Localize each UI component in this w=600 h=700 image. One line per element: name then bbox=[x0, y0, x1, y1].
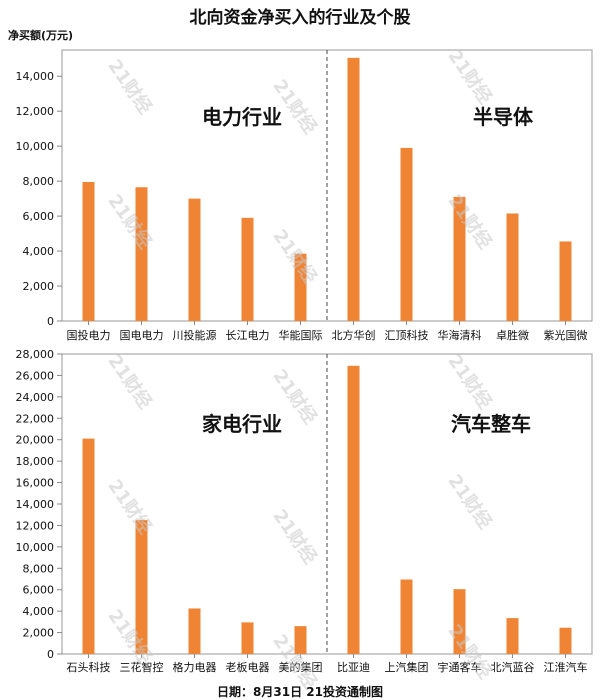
x-category-label: 川投能源 bbox=[173, 328, 217, 342]
watermark-text: 21财经 bbox=[103, 605, 156, 668]
y-tick-label: 4,000 bbox=[23, 245, 55, 258]
y-tick-label: 28,000 bbox=[16, 348, 55, 361]
y-tick-label: 8,000 bbox=[23, 175, 55, 188]
x-category-label: 格力电器 bbox=[173, 660, 217, 674]
x-category-label: 比亚迪 bbox=[337, 661, 370, 674]
chart-panel-1: 0 2,000 4,000 6,000 8,000 10,000 12,000 14,000 国… bbox=[16, 49, 593, 342]
group-label: 汽车整车 bbox=[451, 412, 531, 436]
x-category-label: 国电电力 bbox=[120, 329, 164, 342]
y-unit-label: 净买额(万元) bbox=[8, 29, 74, 42]
y-tick-label: 14,000 bbox=[16, 498, 55, 511]
y-tick-label: 16,000 bbox=[16, 477, 55, 490]
x-category-label: 美的集团 bbox=[279, 660, 323, 674]
bar bbox=[400, 147, 413, 321]
bar bbox=[82, 438, 95, 654]
x-category-label: 石头科技 bbox=[67, 660, 111, 674]
x-category-label: 上汽集团 bbox=[385, 660, 429, 674]
bar bbox=[82, 182, 95, 321]
watermark-text: 21财经 bbox=[443, 190, 496, 253]
chart-footer: 日期：8月31日 21投资通制图 bbox=[217, 685, 383, 699]
bar bbox=[453, 196, 466, 321]
y-tick-label: 10,000 bbox=[16, 140, 55, 153]
bar bbox=[347, 57, 360, 322]
y-tick-label: 24,000 bbox=[16, 391, 55, 404]
x-category-label: 江淮汽车 bbox=[544, 660, 588, 674]
y-tick-label: 10,000 bbox=[16, 541, 55, 554]
y-tick-label: 8,000 bbox=[23, 562, 55, 575]
y-tick-label: 22,000 bbox=[16, 412, 55, 425]
bar bbox=[135, 520, 148, 654]
y-tick-label: 2,000 bbox=[23, 280, 55, 293]
x-category-label: 老板电器 bbox=[226, 660, 270, 674]
group-label: 电力行业 bbox=[202, 105, 282, 129]
chart-title: 北向资金净买入的行业及个股 bbox=[189, 8, 411, 28]
x-category-label: 华能国际 bbox=[279, 328, 323, 342]
watermark-text: 21财经 bbox=[443, 470, 496, 533]
chart-panel-2: 0 2,000 4,000 6,000 8,000 10,000 12,000 14,000 1… bbox=[16, 348, 593, 674]
y-tick-label: 6,000 bbox=[23, 584, 55, 597]
y-tick-label: 20,000 bbox=[16, 434, 55, 447]
x-category-label: 宇通客车 bbox=[438, 660, 482, 674]
bar bbox=[400, 579, 413, 654]
y-tick-label: 12,000 bbox=[16, 519, 55, 532]
bar bbox=[294, 253, 307, 321]
y-tick-label: 26,000 bbox=[16, 369, 55, 382]
watermark-text: 21财经 bbox=[103, 350, 156, 413]
y-tick-label: 2,000 bbox=[23, 627, 55, 640]
bar bbox=[241, 217, 254, 321]
x-category-label: 北汽蓝谷 bbox=[491, 660, 535, 674]
bar bbox=[135, 187, 148, 321]
bar bbox=[294, 626, 307, 654]
group-label: 家电行业 bbox=[202, 412, 282, 436]
y-tick-label: 0 bbox=[47, 315, 54, 328]
bar bbox=[241, 622, 254, 654]
bar bbox=[559, 241, 572, 321]
watermark-text: 21财经 bbox=[103, 55, 156, 118]
y-tick-label: 4,000 bbox=[23, 605, 55, 618]
group-label: 半导体 bbox=[473, 105, 534, 129]
bar bbox=[347, 365, 360, 654]
y-tick-label: 6,000 bbox=[23, 210, 55, 223]
x-category-label: 北方华创 bbox=[332, 328, 376, 342]
x-category-label: 紫光国微 bbox=[544, 328, 588, 342]
bar bbox=[559, 627, 572, 654]
watermark-text: 21财经 bbox=[103, 190, 156, 253]
x-category-label: 卓胜微 bbox=[496, 328, 529, 342]
bar bbox=[506, 618, 519, 654]
y-tick-label: 14,000 bbox=[16, 70, 55, 83]
bar bbox=[188, 608, 201, 654]
x-category-label: 国投电力 bbox=[67, 328, 111, 342]
y-tick-label: 0 bbox=[47, 648, 54, 661]
y-tick-label: 18,000 bbox=[16, 455, 55, 468]
watermark-text: 21财经 bbox=[443, 45, 496, 108]
watermark-text: 21财经 bbox=[268, 505, 321, 568]
y-tick-label: 12,000 bbox=[16, 105, 55, 118]
x-category-label: 长江电力 bbox=[226, 329, 270, 342]
x-category-label: 汇顶科技 bbox=[385, 328, 429, 342]
watermark-text: 21财经 bbox=[443, 350, 496, 413]
watermark-text: 21财经 bbox=[103, 475, 156, 538]
bar bbox=[506, 213, 519, 321]
bar bbox=[188, 198, 201, 321]
x-category-label: 华海清科 bbox=[438, 328, 482, 342]
x-category-label: 三花智控 bbox=[120, 660, 164, 674]
bar bbox=[453, 589, 466, 654]
